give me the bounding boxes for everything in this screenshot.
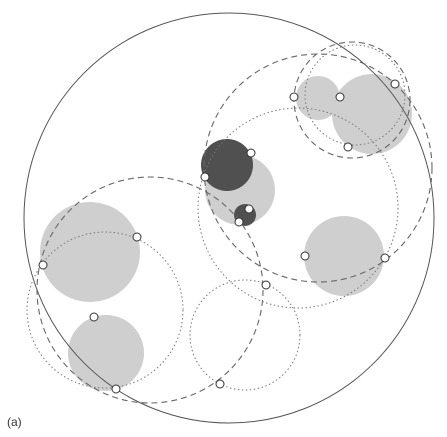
point-marker	[391, 80, 399, 88]
light-disc-right-middle	[304, 216, 384, 296]
point-marker	[39, 261, 47, 269]
point-marker	[290, 93, 298, 101]
point-marker	[112, 385, 120, 393]
point-marker	[336, 93, 344, 101]
point-marker	[245, 205, 253, 213]
filled-discs	[40, 74, 412, 391]
point-marker	[201, 173, 209, 181]
point-marker	[235, 218, 243, 226]
point-marker	[381, 254, 389, 262]
light-disc-left-lower	[68, 315, 144, 391]
point-marker	[216, 380, 224, 388]
light-disc-left-upper	[40, 202, 140, 302]
point-marker	[133, 233, 141, 241]
panel-label: (a)	[7, 415, 22, 429]
dark-disc-center-large	[201, 139, 253, 191]
dotted-circle-bottom-center	[190, 280, 300, 390]
point-marker	[262, 281, 270, 289]
point-marker	[247, 149, 255, 157]
point-marker	[344, 143, 352, 151]
point-marker	[90, 313, 98, 321]
point-marker	[301, 252, 309, 260]
